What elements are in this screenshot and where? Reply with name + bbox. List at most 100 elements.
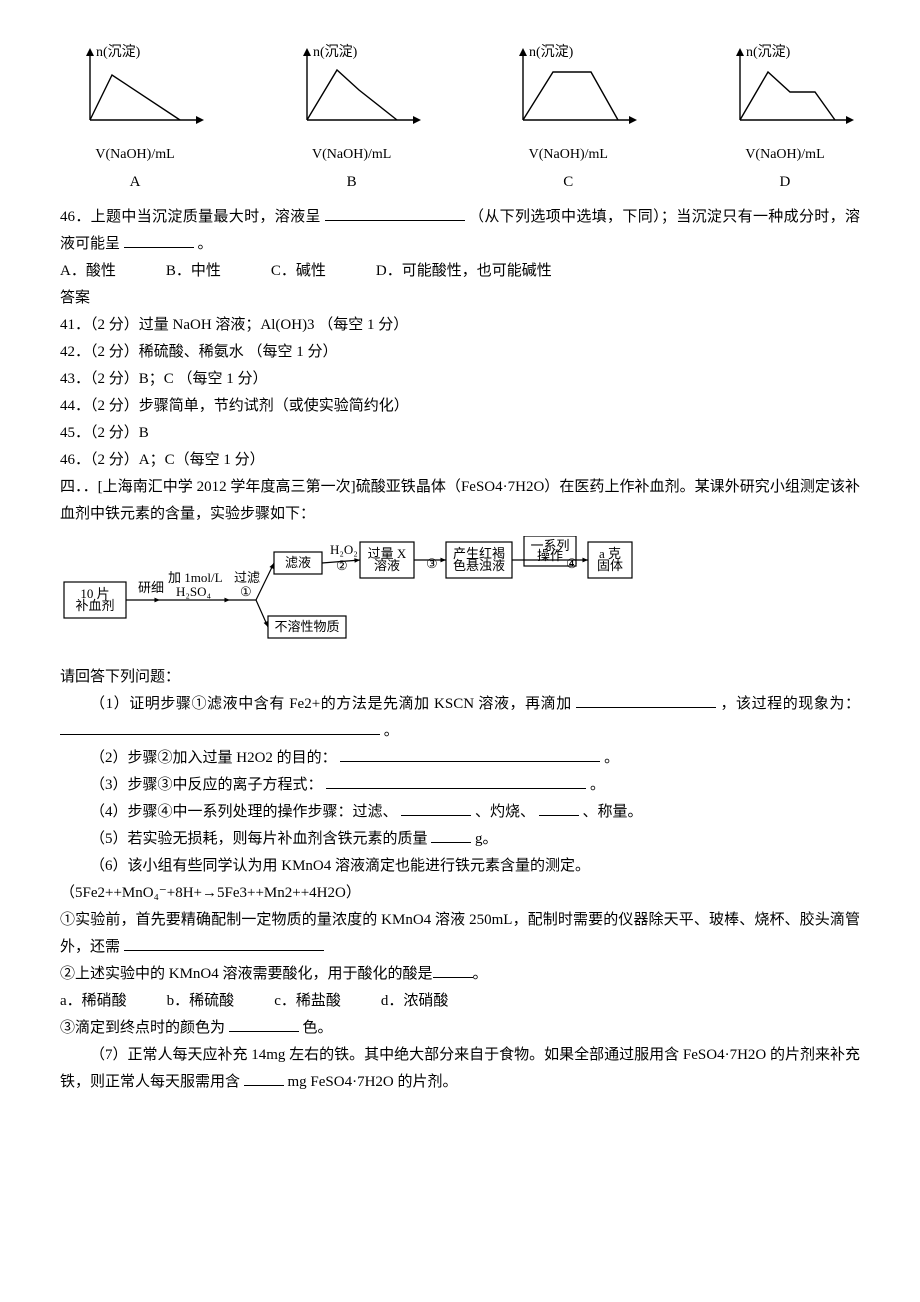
chart-d-xlabel: V(NaOH)/mL bbox=[745, 142, 824, 167]
q6-2-opt-a: a．稀硝酸 bbox=[60, 988, 127, 1015]
chart-d: n(沉淀) V(NaOH)/mL D bbox=[710, 40, 860, 196]
flow-svg: 10 片补血剂滤液不溶性物质过量 X溶液产生红褐色悬浊液一系列操作a 克固体研细… bbox=[60, 536, 650, 646]
chart-a: n(沉淀) V(NaOH)/mL A bbox=[60, 40, 210, 196]
svg-text:①: ① bbox=[240, 584, 252, 599]
chart-a-ylabel: n(沉淀) bbox=[96, 44, 141, 60]
q1-blank-1 bbox=[576, 692, 716, 708]
q46-opt-c: C．碱性 bbox=[271, 258, 326, 285]
q5-blank bbox=[431, 827, 471, 843]
q3-blank bbox=[326, 773, 586, 789]
q6-2-options: a．稀硝酸 b．稀硫酸 c．稀盐酸 d．浓硝酸 bbox=[60, 988, 860, 1015]
q2-a: （2）步骤②加入过量 H2O2 的目的： bbox=[90, 750, 337, 766]
q7-b: mg FeSO4·7H2O 的片剂。 bbox=[288, 1074, 458, 1090]
q3-b: 。 bbox=[590, 777, 605, 793]
q6-intro: （6）该小组有些同学认为用 KMnO4 溶液滴定也能进行铁元素含量的测定。 bbox=[60, 853, 860, 880]
q46-blank-1 bbox=[325, 205, 465, 221]
chart-b-letter: B bbox=[347, 169, 357, 196]
chart-a-xlabel: V(NaOH)/mL bbox=[95, 142, 174, 167]
q46-opt-b: B．中性 bbox=[166, 258, 221, 285]
q3-a: （3）步骤③中反应的离子方程式： bbox=[90, 777, 323, 793]
chart-a-svg: n(沉淀) bbox=[60, 40, 210, 140]
q1-a: （1）证明步骤①滤液中含有 Fe2+的方法是先滴加 KSCN 溶液，再滴加 bbox=[90, 696, 572, 712]
svg-text:③: ③ bbox=[426, 556, 438, 571]
q5-line: （5）若实验无损耗，则每片补血剂含铁元素的质量 g。 bbox=[60, 826, 860, 853]
q46-text-c: 。 bbox=[198, 236, 213, 252]
svg-text:滤液: 滤液 bbox=[285, 555, 311, 570]
svg-text:H₂SO₄: H₂SO₄ bbox=[176, 584, 212, 599]
q5-b: g。 bbox=[475, 831, 498, 847]
svg-text:不溶性物质: 不溶性物质 bbox=[274, 619, 339, 634]
q5-a: （5）若实验无损耗，则每片补血剂含铁元素的质量 bbox=[90, 831, 428, 847]
q1-c: 。 bbox=[384, 723, 399, 739]
q1-blank-2 bbox=[60, 719, 380, 735]
q3-line: （3）步骤③中反应的离子方程式： 。 bbox=[60, 772, 860, 799]
chart-c-xlabel: V(NaOH)/mL bbox=[529, 142, 608, 167]
q7-a: （7）正常人每天应补充 14mg 左右的铁。其中绝大部分来自于食物。如果全部通过… bbox=[60, 1047, 860, 1090]
q6-2-a: ②上述实验中的 KMnO4 溶液需要酸化，用于酸化的酸是 bbox=[60, 966, 433, 982]
q1-line: （1）证明步骤①滤液中含有 Fe2+的方法是先滴加 KSCN 溶液，再滴加 ，该… bbox=[60, 691, 860, 745]
ans-46: 46．（2 分）A；C（每空 1 分） bbox=[60, 447, 860, 474]
q6-1: ①实验前，首先要精确配制一定物质的量浓度的 KMnO4 溶液 250mL，配制时… bbox=[60, 907, 860, 961]
chart-c-letter: C bbox=[563, 169, 573, 196]
ans-45: 45．（2 分）B bbox=[60, 420, 860, 447]
chart-c-ylabel: n(沉淀) bbox=[529, 44, 574, 60]
svg-text:②: ② bbox=[336, 558, 348, 573]
svg-text:补血剂: 补血剂 bbox=[75, 598, 114, 613]
q4-b: 、灼烧、 bbox=[475, 804, 535, 820]
q2-blank bbox=[340, 746, 600, 762]
svg-text:过滤: 过滤 bbox=[234, 570, 260, 585]
q4-blank-1 bbox=[401, 800, 471, 816]
q4-line: （4）步骤④中一系列处理的操作步骤：过滤、 、灼烧、 、称量。 bbox=[60, 799, 860, 826]
svg-text:研细: 研细 bbox=[138, 580, 164, 595]
ans-42: 42．（2 分）稀硫酸、稀氨水 （每空 1 分） bbox=[60, 339, 860, 366]
chart-b-ylabel: n(沉淀) bbox=[313, 44, 358, 60]
svg-text:溶液: 溶液 bbox=[374, 558, 400, 573]
q6-2-blank bbox=[433, 962, 473, 978]
q6-2-b: 。 bbox=[473, 966, 488, 982]
q6-2-opt-d: d．浓硝酸 bbox=[381, 988, 449, 1015]
chart-b-xlabel: V(NaOH)/mL bbox=[312, 142, 391, 167]
q6-3-a: ③滴定到终点时的颜色为 bbox=[60, 1020, 225, 1036]
answers-header: 答案 bbox=[60, 285, 860, 312]
svg-text:④: ④ bbox=[566, 556, 578, 571]
chart-a-letter: A bbox=[130, 169, 141, 196]
q2-b: 。 bbox=[604, 750, 619, 766]
svg-text:色悬浊液: 色悬浊液 bbox=[453, 558, 505, 573]
chart-d-svg: n(沉淀) bbox=[710, 40, 860, 140]
svg-text:H₂O₂: H₂O₂ bbox=[330, 542, 358, 557]
q4-blank-2 bbox=[539, 800, 579, 816]
flow-diagram: 10 片补血剂滤液不溶性物质过量 X溶液产生红褐色悬浊液一系列操作a 克固体研细… bbox=[60, 536, 860, 656]
ans-41: 41．（2 分）过量 NaOH 溶液；Al(OH)3 （每空 1 分） bbox=[60, 312, 860, 339]
chart-c-svg: n(沉淀) bbox=[493, 40, 643, 140]
q6-3: ③滴定到终点时的颜色为 色。 bbox=[60, 1015, 860, 1042]
q46-opt-a: A．酸性 bbox=[60, 258, 116, 285]
chart-d-letter: D bbox=[780, 169, 791, 196]
ans-43: 43．（2 分）B；C （每空 1 分） bbox=[60, 366, 860, 393]
chart-b: n(沉淀) V(NaOH)/mL B bbox=[277, 40, 427, 196]
q46-options: A．酸性 B．中性 C．碱性 D．可能酸性，也可能碱性 bbox=[60, 258, 860, 285]
q6-2-opt-b: b．稀硫酸 bbox=[167, 988, 235, 1015]
q46-opt-d: D．可能酸性，也可能碱性 bbox=[376, 258, 552, 285]
q4-c: 、称量。 bbox=[583, 804, 643, 820]
q46-blank-2 bbox=[124, 232, 194, 248]
q6-eq: （5Fe2++MnO₄⁻+8H+→5Fe3++Mn2++4H2O） bbox=[60, 880, 860, 907]
svg-text:固体: 固体 bbox=[597, 558, 623, 573]
ans-44: 44．（2 分）步骤简单，节约试剂（或使实验简约化） bbox=[60, 393, 860, 420]
q6-3-b: 色。 bbox=[303, 1020, 333, 1036]
chart-d-ylabel: n(沉淀) bbox=[746, 44, 791, 60]
charts-row: n(沉淀) V(NaOH)/mL A n(沉淀) V(NaOH)/mL B n(… bbox=[60, 40, 860, 196]
svg-text:操作: 操作 bbox=[537, 548, 563, 563]
q1-b: ，该过程的现象为： bbox=[720, 696, 860, 712]
q4-a: （4）步骤④中一系列处理的操作步骤：过滤、 bbox=[90, 804, 398, 820]
after-flow: 请回答下列问题： bbox=[60, 664, 860, 691]
q7-blank bbox=[244, 1070, 284, 1086]
q6-2-opt-c: c．稀盐酸 bbox=[274, 988, 341, 1015]
svg-text:加 1mol/L: 加 1mol/L bbox=[168, 570, 223, 585]
chart-c: n(沉淀) V(NaOH)/mL C bbox=[493, 40, 643, 196]
sec4-intro: 四．．[上海南汇中学 2012 学年度高三第一次]硫酸亚铁晶体（FeSO4·7H… bbox=[60, 474, 860, 528]
q6-3-blank bbox=[229, 1016, 299, 1032]
chart-b-svg: n(沉淀) bbox=[277, 40, 427, 140]
q6-2: ②上述实验中的 KMnO4 溶液需要酸化，用于酸化的酸是 。 bbox=[60, 961, 860, 988]
q2-line: （2）步骤②加入过量 H2O2 的目的： 。 bbox=[60, 745, 860, 772]
q46-line: 46．上题中当沉淀质量最大时，溶液呈 （从下列选项中选填，下同）；当沉淀只有一种… bbox=[60, 204, 860, 258]
